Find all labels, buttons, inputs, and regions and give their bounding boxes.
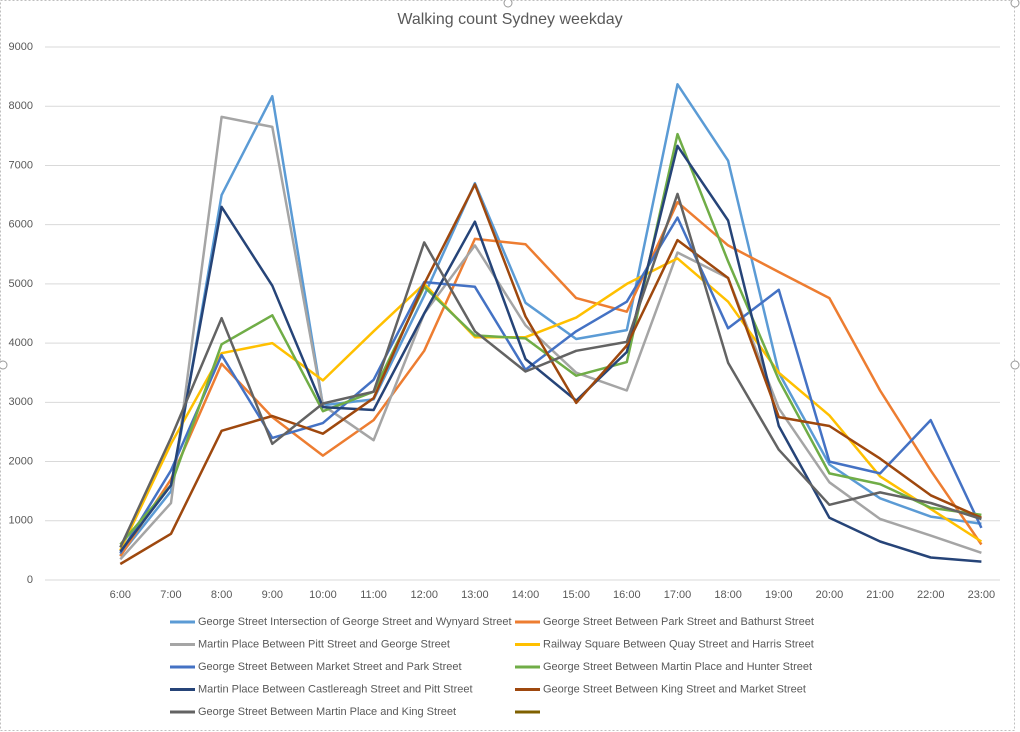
y-tick-label: 7000 xyxy=(9,159,33,171)
series-line xyxy=(119,200,983,557)
x-tick-label: 18:00 xyxy=(714,589,742,601)
y-tick-label: 9000 xyxy=(9,41,33,53)
x-tick-label: 9:00 xyxy=(262,589,283,601)
legend-label: George Street Between Market Street and … xyxy=(198,661,462,673)
x-tick-label: 10:00 xyxy=(309,589,337,601)
x-tick-label: 20:00 xyxy=(816,589,844,601)
x-tick-label: 6:00 xyxy=(110,589,131,601)
series-line xyxy=(119,257,983,551)
series-line xyxy=(119,183,982,566)
legend-label: George Street Between Martin Place and K… xyxy=(198,706,456,718)
x-tick-label: 13:00 xyxy=(461,589,489,601)
chart-title: Walking count Sydney weekday xyxy=(397,11,622,28)
x-tick-label: 16:00 xyxy=(613,589,641,601)
resize-handle[interactable] xyxy=(0,360,8,370)
legend-label: George Street Intersection of George Str… xyxy=(198,616,512,628)
y-tick-label: 2000 xyxy=(9,455,33,467)
x-tick-label: 23:00 xyxy=(968,589,996,601)
legend-label: George Street Between Park Street and Ba… xyxy=(543,616,814,628)
x-tick-label: 7:00 xyxy=(160,589,181,601)
resize-handle[interactable] xyxy=(503,0,513,8)
series-line xyxy=(119,144,982,563)
x-tick-label: 21:00 xyxy=(866,589,894,601)
y-tick-label: 4000 xyxy=(9,337,33,349)
x-tick-label: 22:00 xyxy=(917,589,945,601)
series-line xyxy=(119,132,982,546)
y-tick-label: 3000 xyxy=(9,396,33,408)
x-tick-label: 14:00 xyxy=(512,589,540,601)
resize-handle[interactable] xyxy=(1010,0,1020,8)
y-tick-label: 8000 xyxy=(9,100,33,112)
legend-label: Martin Place Between Castlereagh Street … xyxy=(198,683,473,695)
x-tick-label: 8:00 xyxy=(211,589,232,601)
resize-handle[interactable] xyxy=(1010,360,1020,370)
x-tick-label: 11:00 xyxy=(360,589,387,601)
y-tick-label: 0 xyxy=(27,574,33,586)
legend-label: Railway Square Between Quay Street and H… xyxy=(543,638,814,650)
legend-label: George Street Between Martin Place and H… xyxy=(543,661,812,673)
x-tick-label: 17:00 xyxy=(664,589,692,601)
y-tick-label: 1000 xyxy=(9,515,33,527)
legend-label: Martin Place Between Pitt Street and Geo… xyxy=(198,638,450,650)
y-tick-label: 6000 xyxy=(9,219,33,231)
series-line xyxy=(119,192,982,548)
x-tick-label: 19:00 xyxy=(765,589,793,601)
y-tick-label: 5000 xyxy=(9,278,33,290)
x-tick-label: 12:00 xyxy=(410,589,438,601)
series-line xyxy=(119,83,982,556)
x-tick-label: 15:00 xyxy=(562,589,590,601)
legend-label: George Street Between King Street and Ma… xyxy=(543,683,806,695)
